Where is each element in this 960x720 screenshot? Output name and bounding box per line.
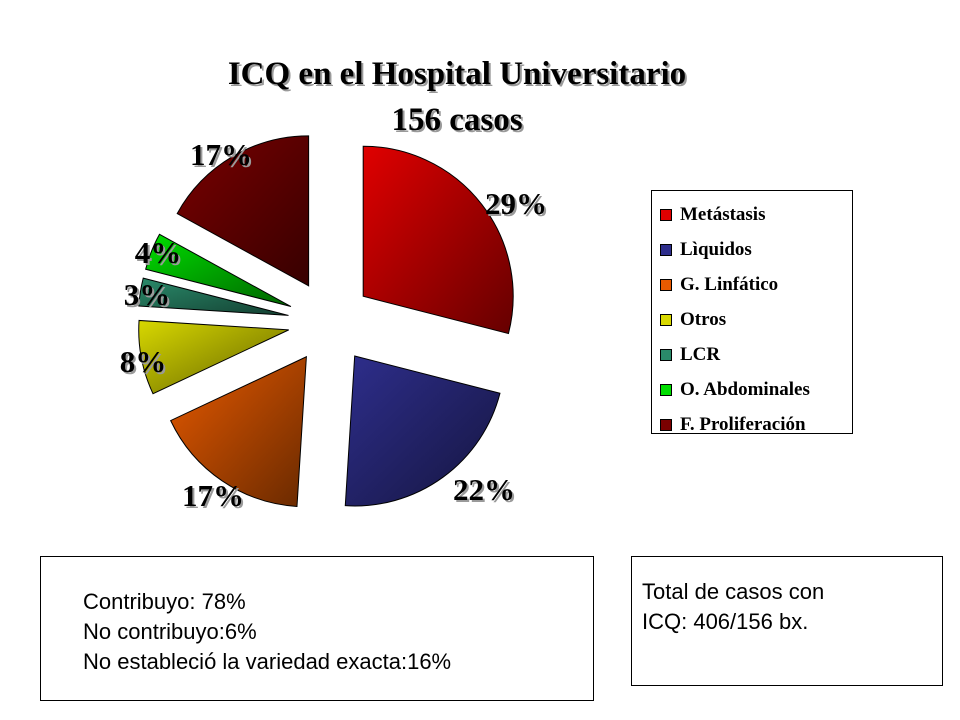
legend-swatch xyxy=(660,418,672,431)
data-label-shadow-0: 29% xyxy=(487,188,549,223)
pie-slice-3 xyxy=(138,319,289,395)
chart-subtitle: 156 casos xyxy=(391,102,523,138)
legend-item: O. Abdominales xyxy=(652,372,852,407)
legend-item: Otros xyxy=(652,302,852,337)
data-label-6: 17% xyxy=(190,137,252,172)
data-label-shadow-3: 8% xyxy=(122,346,169,381)
total-line-1: Total de casos con xyxy=(642,579,825,604)
legend-swatch xyxy=(660,243,672,256)
legend-swatch xyxy=(660,348,672,361)
legend-label: Metástasis xyxy=(680,203,766,225)
note-line-contribuyo: Contribuyo: 78% xyxy=(83,589,246,614)
note-line-no-establecio: No estableció la variedad exacta:16% xyxy=(83,649,452,674)
data-label-1: 22% xyxy=(453,472,515,507)
data-label-shadow-1: 22% xyxy=(455,474,517,509)
legend-label: O. Abdominales xyxy=(680,378,810,400)
pie-slice-1 xyxy=(344,355,501,507)
legend-swatch xyxy=(660,383,672,396)
legend-label: F. Proliferación xyxy=(680,413,806,435)
legend-item: Metástasis xyxy=(652,197,852,232)
pie-slice-6 xyxy=(176,135,310,287)
data-label-shadow-4: 3% xyxy=(126,279,173,314)
data-label-5: 4% xyxy=(135,235,182,270)
legend-label: Lìquidos xyxy=(680,238,752,260)
note-line-no-contribuyo: No contribuyo:6% xyxy=(83,619,257,644)
pie-slice-4 xyxy=(138,277,289,316)
data-label-shadow-2: 17% xyxy=(184,480,246,515)
data-label-shadow-6: 17% xyxy=(192,139,254,174)
legend-swatch xyxy=(660,278,672,291)
chart-legend: Metástasis Lìquidos G. Linfático Otros LCR O.… xyxy=(651,190,853,435)
pie-slice-5 xyxy=(145,233,292,308)
legend-label: Otros xyxy=(680,308,727,330)
data-label-4: 3% xyxy=(124,277,171,312)
total-box: Total de casos con ICQ: 406/156 bx. xyxy=(631,556,943,686)
pie-slice-0 xyxy=(362,145,514,335)
data-label-0: 29% xyxy=(485,186,547,221)
chart-title: ICQ en el Hospital Universitario xyxy=(227,56,687,92)
legend-item: G. Linfático xyxy=(652,267,852,302)
pie-slice-2 xyxy=(170,355,307,507)
legend-label: G. Linfático xyxy=(680,273,779,295)
notes-box: Contribuyo: 78% No contribuyo:6% No esta… xyxy=(40,556,594,701)
total-line-2: ICQ: 406/156 bx. xyxy=(642,609,809,634)
legend-label: LCR xyxy=(680,343,721,365)
legend-item: F. Proliferación xyxy=(652,407,852,442)
data-label-2: 17% xyxy=(182,478,244,513)
legend-swatch xyxy=(660,208,672,221)
legend-swatch xyxy=(660,313,672,326)
legend-item: LCR xyxy=(652,337,852,372)
data-label-3: 8% xyxy=(120,344,167,379)
legend-item: Lìquidos xyxy=(652,232,852,267)
data-label-shadow-5: 4% xyxy=(137,237,184,272)
